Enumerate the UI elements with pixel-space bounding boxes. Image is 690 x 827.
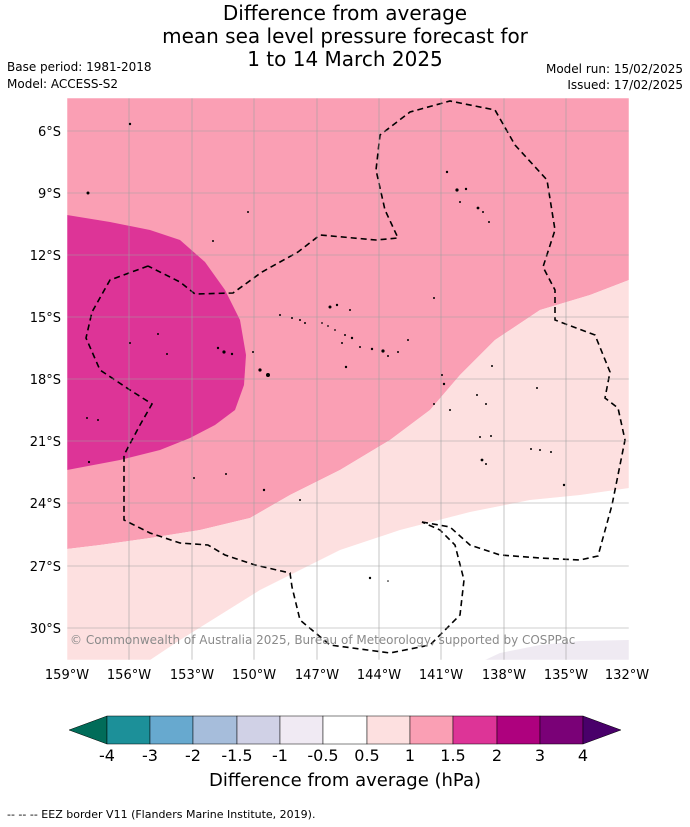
colorbar-tick: 1.5 bbox=[440, 746, 466, 765]
colorbar-tick: 3 bbox=[534, 746, 546, 765]
colorbar-tick: -1 bbox=[272, 746, 288, 765]
lon-label: 150°W bbox=[232, 668, 276, 683]
lat-label: 12°S bbox=[30, 249, 61, 264]
colorbar-tick: 1 bbox=[404, 746, 416, 765]
latitude-axis: 6°S 9°S 12°S 15°S 18°S 21°S 24°S 27°S 30… bbox=[30, 125, 61, 637]
colorbar-cell bbox=[106, 715, 151, 745]
eez-legend-note: -- -- -- EEZ border V11 (Flanders Marine… bbox=[7, 808, 316, 821]
lon-label: 147°W bbox=[295, 668, 339, 683]
eez-border-east bbox=[147, 100, 626, 561]
anomaly-region-1-to-1.5 bbox=[67, 98, 629, 549]
anomaly-region-1.5-to-2 bbox=[67, 215, 246, 470]
colorbar-tick: -2 bbox=[185, 746, 201, 765]
anomaly-region-0.5-to-1 bbox=[67, 280, 629, 660]
model-name: Model: ACCESS-S2 bbox=[7, 77, 119, 91]
longitude-axis: 159°W 156°W 153°W 150°W 147°W 144°W 141°… bbox=[45, 668, 649, 683]
colorbar-cell bbox=[366, 715, 411, 745]
lon-label: 132°W bbox=[605, 668, 649, 683]
lat-label: 21°S bbox=[30, 435, 61, 450]
colorbar-cell bbox=[496, 715, 541, 745]
lat-label: 6°S bbox=[38, 125, 61, 140]
lon-label: 156°W bbox=[107, 668, 151, 683]
model-run: Model run: 15/02/2025 bbox=[545, 62, 683, 76]
colorbar-tick: -4 bbox=[99, 746, 115, 765]
lat-label: 15°S bbox=[30, 311, 61, 326]
colorbar-cell bbox=[539, 715, 584, 745]
colorbar bbox=[68, 715, 622, 745]
eez-border-west bbox=[85, 265, 465, 654]
lat-label: 18°S bbox=[30, 373, 61, 388]
base-period: Base period: 1981-2018 bbox=[7, 60, 152, 74]
colorbar-tick: -1.5 bbox=[221, 746, 253, 765]
colorbar-tick: 0.5 bbox=[354, 746, 380, 765]
title-line-1: Difference from average bbox=[222, 1, 468, 25]
colorbar-label: Difference from average (hPa) bbox=[208, 770, 482, 791]
lon-label: 159°W bbox=[45, 668, 89, 683]
colorbar-cell bbox=[149, 715, 194, 745]
colorbar-cell bbox=[322, 715, 368, 745]
lat-label: 24°S bbox=[30, 497, 61, 512]
colorbar-cell bbox=[452, 715, 498, 745]
islands bbox=[86, 122, 566, 582]
title-line-2: mean sea level pressure forecast for bbox=[162, 24, 528, 48]
lat-label: 30°S bbox=[30, 622, 61, 637]
title-line-3: 1 to 14 March 2025 bbox=[247, 47, 443, 71]
anomaly-region-neg-0.5 bbox=[485, 640, 629, 660]
colorbar-extend-high bbox=[582, 715, 622, 745]
issued-date: Issued: 17/02/2025 bbox=[567, 78, 683, 92]
colorbar-cell bbox=[409, 715, 454, 745]
copyright-credit: © Commonwealth of Australia 2025, Bureau… bbox=[70, 633, 576, 647]
colorbar-tick: 2 bbox=[491, 746, 503, 765]
lat-label: 27°S bbox=[30, 560, 61, 575]
lon-label: 135°W bbox=[544, 668, 588, 683]
colorbar-cell bbox=[279, 715, 324, 745]
map-frame bbox=[66, 97, 630, 661]
lon-label: 138°W bbox=[482, 668, 526, 683]
colorbar-tick: -3 bbox=[142, 746, 158, 765]
grid-lines bbox=[67, 98, 629, 660]
lon-label: 144°W bbox=[357, 668, 401, 683]
colorbar-cell bbox=[192, 715, 238, 745]
lon-label: 153°W bbox=[170, 668, 214, 683]
colorbar-tick: 4 bbox=[577, 746, 589, 765]
lon-label: 141°W bbox=[419, 668, 463, 683]
colorbar-tick: -0.5 bbox=[307, 746, 339, 765]
colorbar-cell bbox=[236, 715, 281, 745]
colorbar-extend-low bbox=[68, 715, 108, 745]
lat-label: 9°S bbox=[38, 187, 61, 202]
